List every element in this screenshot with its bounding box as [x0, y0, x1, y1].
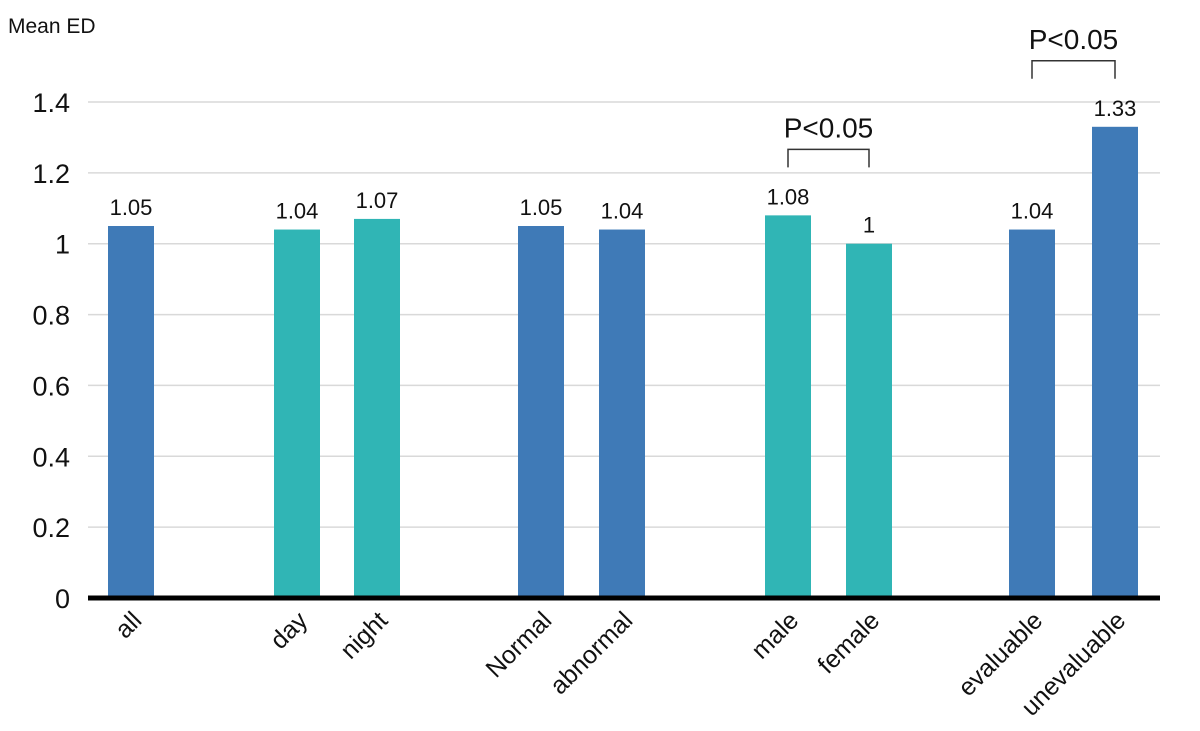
significance-annotations: P<0.05 P<0.05	[784, 24, 1119, 168]
y-tick-label: 1.2	[32, 159, 70, 189]
category-label-day: day	[265, 606, 314, 655]
category-label-all: all	[110, 606, 147, 643]
significance-label: P<0.05	[784, 112, 874, 143]
y-tick-label: 0.2	[32, 513, 70, 543]
significance-label: P<0.05	[1029, 24, 1119, 55]
significance-bracket	[1031, 60, 1116, 79]
bar-unevaluable	[1092, 126, 1138, 599]
bar-normal	[518, 226, 564, 598]
y-axis-label: Mean ED	[8, 15, 96, 38]
category-label-female: female	[812, 606, 885, 679]
bar-abnormal	[599, 229, 645, 599]
bar-male	[765, 215, 811, 598]
y-tick-label: 0	[55, 584, 70, 614]
bar-all	[108, 226, 154, 598]
y-tick-label: 1.4	[32, 88, 70, 118]
data-label-normal: 1.05	[520, 195, 563, 220]
bars	[108, 126, 1138, 599]
data-label-day: 1.04	[276, 199, 319, 224]
significance-bracket	[787, 148, 870, 168]
y-tick-label: 0.4	[32, 442, 70, 472]
category-label-abnormal: abnormal	[545, 606, 639, 700]
y-tick-label: 0.6	[32, 371, 70, 401]
data-label-female: 1	[863, 213, 875, 238]
data-label-abnormal: 1.04	[601, 199, 644, 224]
category-label-night: night	[335, 606, 393, 664]
bar-evaluable	[1009, 229, 1055, 599]
bar-day	[274, 229, 320, 599]
data-label-male: 1.08	[767, 184, 810, 209]
data-label-unevaluable: 1.33	[1094, 96, 1137, 121]
category-label-male: male	[746, 606, 804, 664]
category-label-normal: Normal	[480, 606, 557, 683]
y-tick-label: 1	[55, 230, 70, 260]
y-axis-ticks: 0 0.2 0.4 0.6 0.8 1 1.2 1.4	[32, 88, 70, 614]
bar-female	[846, 243, 892, 598]
data-labels: 1.05 1.04 1.07 1.05 1.04 1.08 1 1.04 1.33	[110, 96, 1137, 238]
data-label-evaluable: 1.04	[1011, 199, 1054, 224]
bar-night	[354, 218, 400, 598]
data-label-all: 1.05	[110, 195, 153, 220]
y-tick-label: 0.8	[32, 301, 70, 331]
data-label-night: 1.07	[356, 188, 399, 213]
